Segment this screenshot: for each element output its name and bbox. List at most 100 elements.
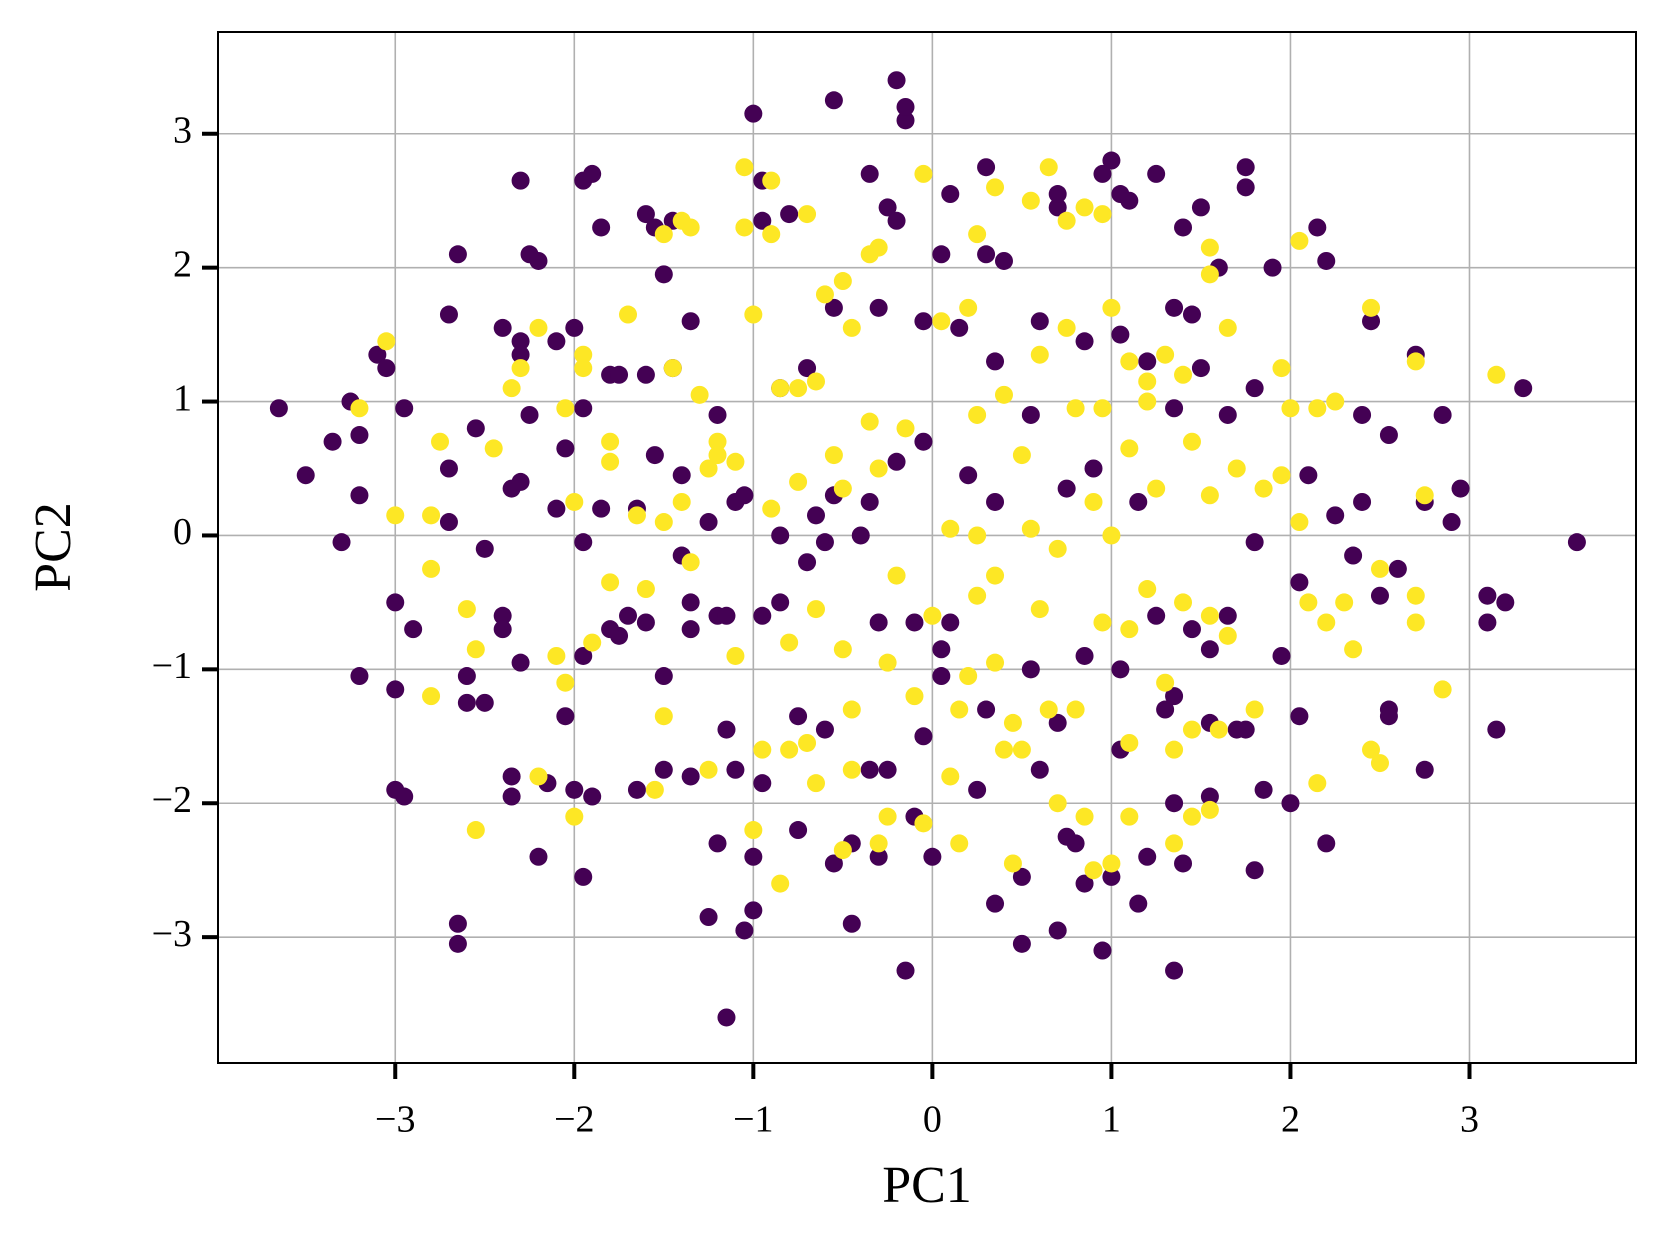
point bbox=[1174, 218, 1193, 237]
point bbox=[592, 218, 611, 237]
point bbox=[1174, 593, 1193, 612]
point bbox=[619, 305, 638, 324]
point bbox=[1120, 352, 1139, 371]
point bbox=[636, 613, 655, 632]
point bbox=[1308, 399, 1327, 418]
point bbox=[368, 345, 387, 364]
point bbox=[1093, 941, 1112, 960]
point bbox=[708, 834, 727, 853]
point bbox=[565, 807, 584, 826]
point bbox=[887, 452, 906, 471]
point bbox=[1227, 459, 1246, 478]
point bbox=[1120, 807, 1139, 826]
point bbox=[1165, 687, 1184, 706]
point bbox=[422, 687, 441, 706]
point bbox=[1191, 198, 1210, 217]
point bbox=[323, 432, 342, 451]
point bbox=[1138, 580, 1157, 599]
point bbox=[824, 446, 843, 465]
point bbox=[1075, 332, 1094, 351]
point bbox=[1057, 827, 1076, 846]
point bbox=[753, 774, 772, 793]
point bbox=[1138, 372, 1157, 391]
point bbox=[1478, 613, 1497, 632]
point bbox=[798, 733, 817, 752]
point bbox=[878, 807, 897, 826]
point bbox=[511, 345, 530, 364]
point bbox=[869, 613, 888, 632]
point bbox=[1370, 586, 1389, 605]
point bbox=[1120, 733, 1139, 752]
point bbox=[1308, 774, 1327, 793]
point bbox=[350, 486, 369, 505]
point bbox=[672, 466, 691, 485]
point bbox=[556, 399, 575, 418]
point bbox=[502, 787, 521, 806]
point bbox=[627, 506, 646, 525]
point bbox=[1191, 359, 1210, 378]
point bbox=[1093, 613, 1112, 632]
point bbox=[386, 506, 405, 525]
point bbox=[1200, 606, 1219, 625]
point bbox=[1003, 713, 1022, 732]
point bbox=[1021, 405, 1040, 424]
point bbox=[466, 821, 485, 840]
point bbox=[511, 171, 530, 190]
point bbox=[1012, 446, 1031, 465]
point bbox=[1102, 854, 1121, 873]
point bbox=[986, 178, 1005, 197]
y-tick-label: −1 bbox=[152, 645, 192, 687]
point bbox=[1165, 794, 1184, 813]
point bbox=[771, 379, 790, 398]
point bbox=[977, 158, 996, 177]
point bbox=[1308, 218, 1327, 237]
point bbox=[1451, 479, 1470, 498]
point bbox=[1048, 185, 1067, 204]
point bbox=[1272, 646, 1291, 665]
point bbox=[601, 573, 620, 592]
point bbox=[1442, 513, 1461, 532]
y-tick-label: −3 bbox=[152, 913, 192, 955]
point bbox=[681, 312, 700, 331]
point bbox=[1084, 492, 1103, 511]
point bbox=[1326, 506, 1345, 525]
point bbox=[1174, 365, 1193, 384]
point bbox=[520, 405, 539, 424]
point bbox=[350, 667, 369, 686]
point bbox=[968, 405, 987, 424]
point bbox=[529, 251, 548, 270]
point bbox=[1245, 533, 1264, 552]
x-axis-label: PC1 bbox=[882, 1157, 972, 1214]
point bbox=[529, 767, 548, 786]
point bbox=[959, 298, 978, 317]
point bbox=[1245, 700, 1264, 719]
point bbox=[762, 499, 781, 518]
point bbox=[565, 318, 584, 337]
point bbox=[1281, 399, 1300, 418]
point bbox=[896, 419, 915, 438]
point bbox=[493, 318, 512, 337]
point bbox=[1129, 894, 1148, 913]
point bbox=[529, 318, 548, 337]
point bbox=[1415, 486, 1434, 505]
point bbox=[1344, 640, 1363, 659]
point bbox=[645, 780, 664, 799]
point bbox=[1299, 466, 1318, 485]
point bbox=[1317, 834, 1336, 853]
point bbox=[699, 459, 718, 478]
point bbox=[1182, 305, 1201, 324]
point bbox=[448, 934, 467, 953]
point bbox=[493, 606, 512, 625]
point bbox=[771, 874, 790, 893]
point bbox=[842, 914, 861, 933]
point bbox=[851, 526, 870, 545]
point bbox=[806, 774, 825, 793]
point bbox=[1057, 211, 1076, 230]
point bbox=[780, 205, 799, 224]
point bbox=[1272, 466, 1291, 485]
point bbox=[350, 399, 369, 418]
point bbox=[842, 318, 861, 337]
point bbox=[762, 171, 781, 190]
point bbox=[583, 164, 602, 183]
point bbox=[887, 211, 906, 230]
